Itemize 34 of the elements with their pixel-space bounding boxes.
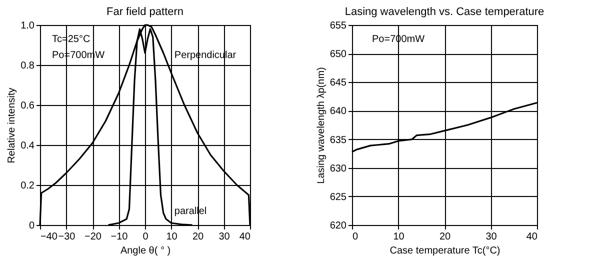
x-tick-label: 40 [526, 232, 538, 242]
x-tick-label: 0 [142, 232, 149, 242]
x-tick-label: 20 [192, 232, 204, 242]
y-tick-label: 655 [330, 20, 347, 32]
x-tick-label: −40 [40, 232, 58, 242]
x-tick-label: 20 [439, 232, 451, 242]
y-tick-label: 650 [330, 49, 347, 60]
y-axis-title: Lasing wavelength λp(nm) [316, 67, 327, 184]
y-tick-label: 620 [330, 220, 347, 232]
y-tick-label: 625 [330, 192, 347, 203]
x-tick-label: 10 [393, 232, 405, 242]
y-tick-label: 640 [330, 106, 347, 118]
x-tick-label: −30 [58, 232, 76, 242]
y-tick-label: 0.8 [20, 60, 35, 72]
x-tick-label: 30 [218, 232, 230, 242]
x-tick-label: 10 [166, 232, 178, 242]
chart-title: Lasing wavelength vs. Case temperature [344, 6, 544, 18]
y-tick-label: 645 [330, 78, 347, 89]
x-axis-title: Case temperature Tc(°C) [390, 246, 500, 256]
y-tick-label: 0.2 [20, 180, 35, 192]
x-tick-label: −20 [84, 232, 102, 242]
x-axis-title: Angle θ( ° ) [120, 246, 171, 256]
y-axis-title: Relative intensity [6, 88, 18, 164]
x-tick-label: 30 [486, 232, 498, 242]
chart-title: Far field pattern [106, 6, 184, 18]
y-tick-label: 0.6 [20, 100, 35, 112]
y-tick-label: 0 [28, 220, 35, 232]
y-tick-label: 1.0 [20, 20, 35, 32]
y-tick-label: 0.4 [20, 140, 35, 152]
y-tick-label: 630 [330, 163, 347, 174]
x-tick-label: 40 [239, 232, 251, 242]
y-tick-label: 635 [330, 134, 347, 146]
x-tick-label: 0 [352, 232, 358, 242]
x-tick-label: −10 [110, 232, 128, 242]
